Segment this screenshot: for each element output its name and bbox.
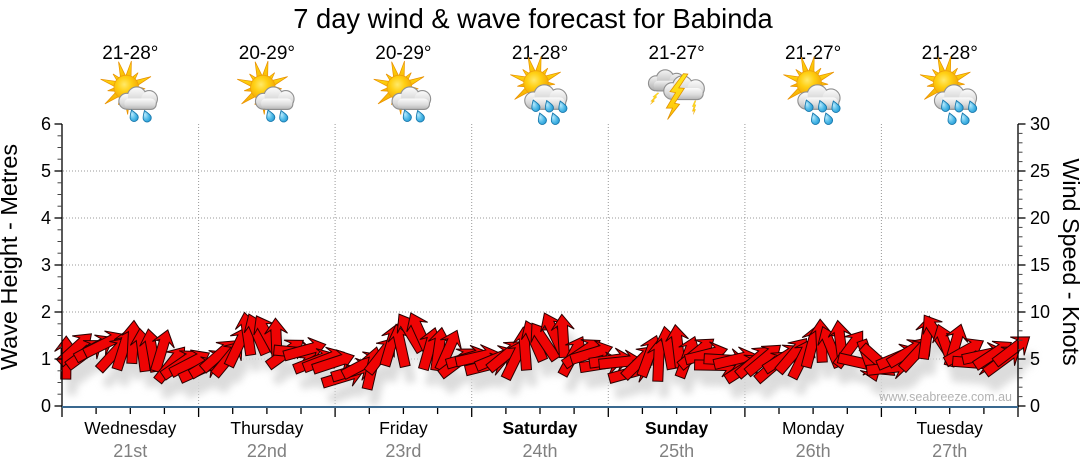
svg-text:23rd: 23rd (385, 441, 421, 461)
svg-text:20: 20 (1030, 208, 1050, 228)
svg-text:Saturday: Saturday (503, 418, 578, 438)
svg-text:21-27°: 21-27° (785, 43, 841, 64)
svg-text:Friday: Friday (379, 418, 428, 438)
svg-text:27th: 27th (932, 441, 967, 461)
svg-text:25th: 25th (659, 441, 694, 461)
svg-text:1: 1 (41, 349, 51, 369)
svg-text:21-28°: 21-28° (922, 43, 978, 64)
svg-text:Wednesday: Wednesday (84, 418, 176, 438)
svg-text:21-28°: 21-28° (512, 43, 568, 64)
svg-text:Thursday: Thursday (230, 418, 303, 438)
svg-text:20-29°: 20-29° (375, 43, 431, 64)
svg-text:0: 0 (41, 396, 51, 416)
svg-text:3: 3 (41, 255, 51, 275)
svg-text:21-27°: 21-27° (648, 43, 704, 64)
svg-text:5: 5 (1030, 349, 1040, 369)
svg-text:21st: 21st (113, 441, 147, 461)
svg-text:Wave Height - Metres: Wave Height - Metres (0, 144, 22, 370)
svg-text:6: 6 (41, 114, 51, 134)
svg-text:5: 5 (41, 161, 51, 181)
svg-text:26th: 26th (796, 441, 831, 461)
svg-text:10: 10 (1030, 302, 1050, 322)
svg-text:7 day wind & wave forecast for: 7 day wind & wave forecast for Babinda (293, 3, 773, 34)
svg-text:0: 0 (1030, 396, 1040, 416)
svg-text:15: 15 (1030, 255, 1050, 275)
svg-text:25: 25 (1030, 161, 1050, 181)
svg-text:Tuesday: Tuesday (916, 418, 983, 438)
svg-text:4: 4 (41, 208, 51, 228)
svg-text:Monday: Monday (782, 418, 845, 438)
svg-text:21-28°: 21-28° (102, 43, 158, 64)
svg-text:Wind Speed - Knots: Wind Speed - Knots (1058, 158, 1080, 365)
svg-text:20-29°: 20-29° (239, 43, 295, 64)
svg-text:2: 2 (41, 302, 51, 322)
svg-text:22nd: 22nd (247, 441, 287, 461)
svg-text:24th: 24th (522, 441, 557, 461)
svg-text:www.seabreeze.com.au: www.seabreeze.com.au (878, 390, 1012, 404)
svg-text:30: 30 (1030, 114, 1050, 134)
svg-text:Sunday: Sunday (645, 418, 708, 438)
